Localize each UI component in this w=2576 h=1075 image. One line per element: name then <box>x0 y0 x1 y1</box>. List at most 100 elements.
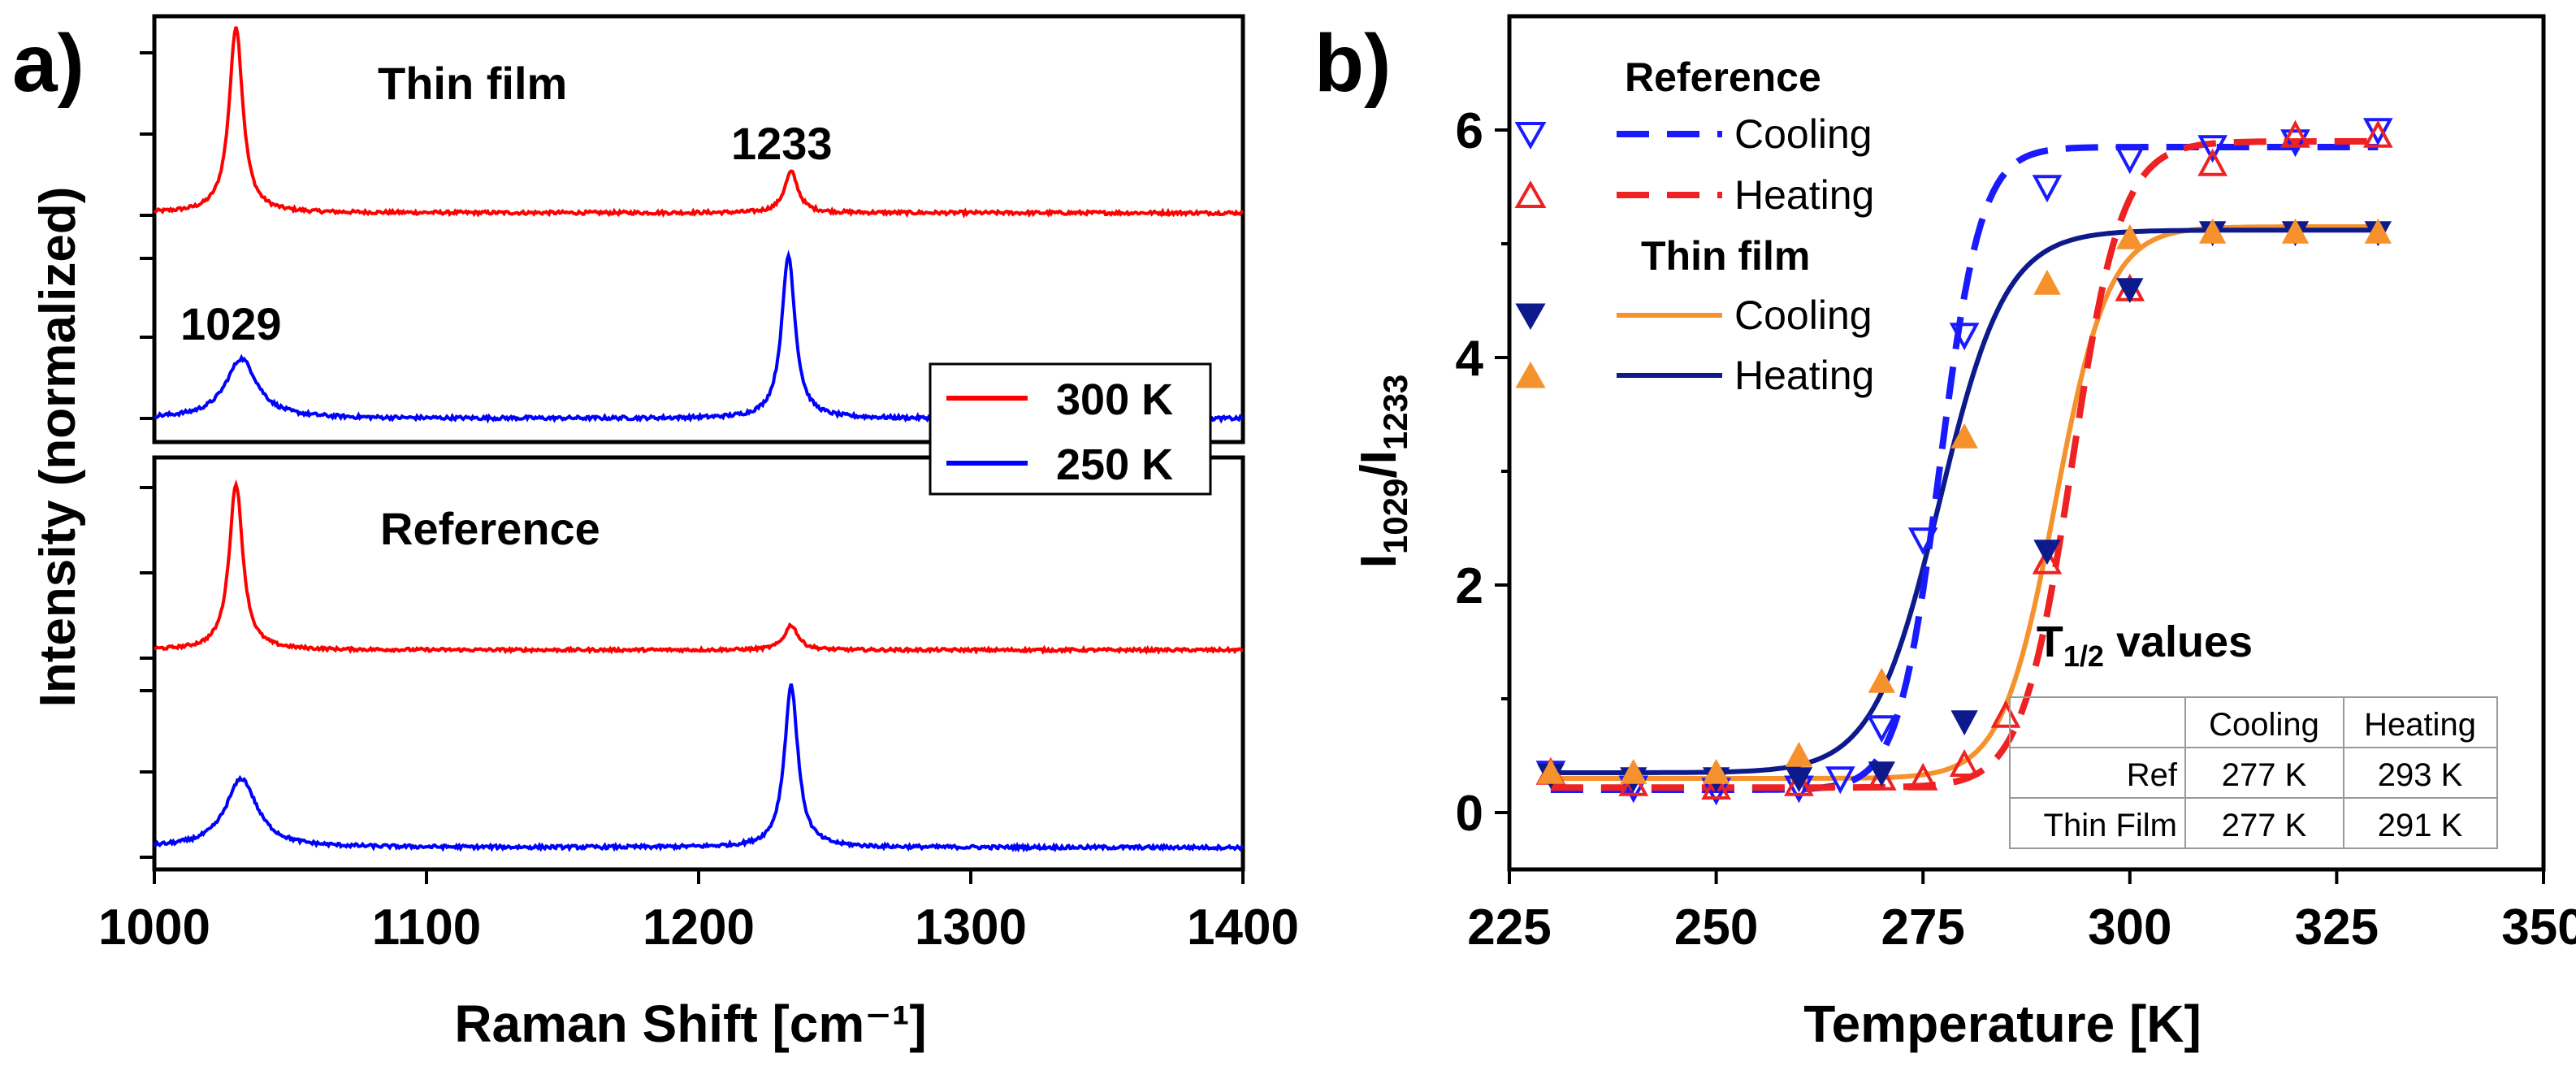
panel-a-xtick-label: 1200 <box>643 899 755 956</box>
panel-a-label: a) <box>12 18 84 109</box>
subplot-title-reference: Reference <box>380 503 600 554</box>
t-half-title-rest: values <box>2104 618 2253 666</box>
panel-b-xtick-label: 275 <box>1881 899 1964 956</box>
data-point-thin-film-cooling <box>2116 278 2144 304</box>
data-point-reference-cooling <box>2032 175 2063 203</box>
panel-a-legend: 300 K 250 K <box>929 362 1212 496</box>
panel-b-fit-curves <box>1550 138 2379 793</box>
panel-b-xtick-label: 350 <box>2501 899 2576 956</box>
panel-a: a) Intensity (normalized) <box>12 14 1299 1053</box>
fit-curve-reference-cooling <box>1550 144 2379 793</box>
table-cell-thin-cooling: 277 K <box>2222 808 2307 843</box>
panel-a-xtick-label: 1400 <box>1187 899 1299 956</box>
panel-a-xtick-labels: 1000 1100 1200 1300 1400 <box>98 899 1299 956</box>
legend-entry-thin-heating: Heating <box>1515 353 1874 398</box>
data-point-thin-film-heating <box>1702 758 1730 784</box>
data-point-thin-film-cooling <box>1950 710 1978 736</box>
series-line-thin-film-300k <box>153 26 1244 219</box>
data-point-reference-cooling <box>1907 527 1938 556</box>
t-half-table-title: T1/2 values <box>2037 618 2253 673</box>
data-point-reference-heating <box>2280 119 2310 148</box>
data-point-reference-cooling <box>1949 323 1980 351</box>
panel-b-xticks: 225 250 275 300 325 350 <box>1467 869 2576 956</box>
legend-entry-thin-cooling: Cooling <box>1515 293 1872 338</box>
panel-b-xtick-label: 225 <box>1467 899 1551 956</box>
fit-curve-reference-heating <box>1550 138 2379 791</box>
data-point-thin-film-heating <box>1537 758 1565 784</box>
data-point-thin-film-cooling <box>1868 761 1895 787</box>
panel-a-top-frame <box>152 14 1245 444</box>
data-point-thin-film-heating <box>2198 218 2227 244</box>
data-point-thin-film-cooling <box>2033 540 2061 566</box>
data-point-thin-film-heating <box>2116 223 2144 249</box>
series-line-reference-250k <box>154 683 1245 853</box>
table-cell-ref-cooling: 277 K <box>2222 757 2307 793</box>
panel-a-ylabel: Intensity (normalized) <box>30 187 86 708</box>
data-point-thin-film-heating <box>1620 758 1647 784</box>
legend-label-ref-cooling: Cooling <box>1734 111 1872 157</box>
table-header-cooling: Cooling <box>2209 707 2319 743</box>
data-point-reference-cooling <box>2362 118 2393 146</box>
table-header-heating: Heating <box>2364 707 2476 743</box>
ylabel-sep: /I <box>1351 450 1407 478</box>
legend-label-ref-heating: Heating <box>1734 172 1874 218</box>
panel-b-xtick-label: 250 <box>1674 899 1758 956</box>
subplot-title-thin-film: Thin film <box>378 58 567 109</box>
panel-b-ytick-label: 6 <box>1456 103 1483 159</box>
data-point-thin-film-heating <box>2281 218 2310 244</box>
ylabel-sub2: 1233 <box>1376 375 1414 450</box>
panel-b: b) I1029/I1233 225 250 275 300 325 350 0 2 4 6 T… <box>1314 14 2576 1053</box>
ylabel-sub1: 1029 <box>1376 479 1414 554</box>
legend-group-title-reference: Reference <box>1625 54 1821 100</box>
fit-curve-thin-film-cooling <box>1550 224 2379 781</box>
panel-a-bottom-frame <box>152 455 1245 872</box>
data-point-reference-heating <box>1949 748 1980 777</box>
t-half-title-sub: 1/2 <box>2063 639 2104 673</box>
panel-b-ytick-label: 2 <box>1456 558 1483 614</box>
panel-a-xticks <box>153 869 1245 884</box>
data-point-thin-film-heating <box>2364 218 2392 244</box>
data-point-thin-film-heating <box>2033 269 2061 295</box>
panel-b-xtick-label: 300 <box>2088 899 2171 956</box>
panel-a-yticks <box>140 51 154 859</box>
data-point-reference-cooling <box>2280 129 2310 158</box>
series-line-reference-300k <box>154 479 1244 656</box>
table-cell-thin-heating: 291 K <box>2378 808 2463 843</box>
data-point-reference-cooling <box>2115 146 2145 175</box>
data-point-thin-film-heating <box>1950 423 1978 449</box>
panel-b-ytick-label: 4 <box>1456 331 1484 387</box>
data-point-reference-heating <box>1990 700 2021 728</box>
panel-b-yticks: 0 2 4 6 <box>1456 103 1509 842</box>
data-point-reference-cooling <box>1866 715 1897 743</box>
panel-b-markers <box>1535 118 2393 806</box>
data-point-reference-cooling <box>2197 135 2227 163</box>
legend-label-300k: 300 K <box>1056 375 1173 424</box>
panel-b-ylabel: I1029/I1233 <box>1351 375 1414 569</box>
panel-a-legend-box <box>929 362 1212 496</box>
legend-marker-thin-cooling <box>1515 303 1546 331</box>
panel-a-xtick-label: 1000 <box>98 899 210 956</box>
table-row-label-thin-film: Thin Film <box>2044 808 2177 843</box>
data-point-reference-cooling <box>1825 766 1855 795</box>
t-half-title-main: T <box>2037 618 2063 666</box>
panel-b-label: b) <box>1314 18 1391 109</box>
data-point-reference-heating <box>1907 762 1938 791</box>
legend-label-thin-heating: Heating <box>1734 353 1874 398</box>
data-point-reference-heating <box>1866 762 1897 791</box>
t-half-table: T1/2 values Cooling Heating Ref 277 K 29… <box>2009 618 2498 849</box>
panel-b-frame <box>1507 14 2546 872</box>
panel-b-legend: Reference Cooling Heating Thin film Cool… <box>1514 54 1874 398</box>
data-point-reference-heating <box>2197 148 2227 176</box>
data-point-thin-film-heating <box>1868 667 1895 693</box>
data-point-thin-film-cooling <box>1785 767 1813 793</box>
legend-entry-ref-heating: Heating <box>1514 172 1874 218</box>
panel-a-xtick-label: 1100 <box>372 899 482 956</box>
annotation-1029: 1029 <box>180 298 282 349</box>
panel-b-ytick-label: 0 <box>1456 786 1483 842</box>
data-point-reference-heating <box>2032 546 2063 574</box>
data-point-thin-film-heating <box>1785 741 1813 767</box>
data-point-reference-heating <box>1784 768 1814 796</box>
table-row-label-ref: Ref <box>2127 757 2178 793</box>
legend-marker-ref-heating <box>1514 180 1547 208</box>
